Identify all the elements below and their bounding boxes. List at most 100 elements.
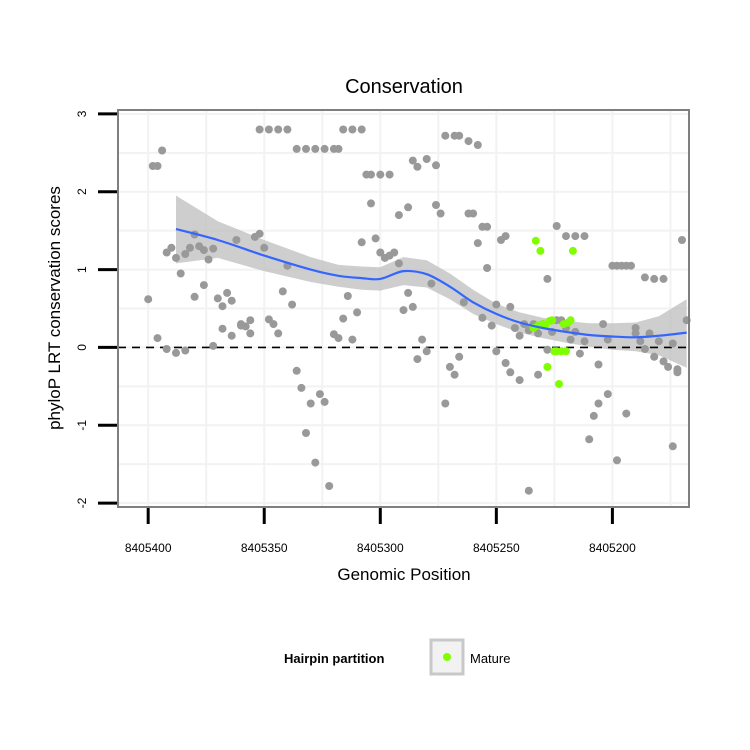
data-point-mature [531,236,540,245]
data-point-other [292,144,301,153]
data-point-other [650,274,659,283]
data-point-other [640,273,649,282]
data-point-other [339,314,348,323]
data-point-other [325,482,334,490]
data-point-other [510,324,519,332]
points-mature [529,236,577,388]
data-point-other [515,331,524,340]
data-point-other [478,313,487,322]
data-point-other [274,125,283,134]
data-point-other [172,253,180,262]
data-point-other [153,334,162,343]
legend: Hairpin partition Mature [284,638,510,676]
x-tick-label: 8405250 [473,541,520,555]
data-point-other [209,341,218,350]
data-point-other [311,144,320,153]
data-point-other [413,162,422,171]
data-point-other [176,269,185,278]
data-point-other [311,458,320,467]
data-point-other [264,125,273,134]
data-point-other [543,345,552,354]
data-point-other [357,238,366,247]
plot-border [117,109,690,508]
data-point-other [659,357,668,366]
data-point-other [543,274,552,283]
y-tick-label: 3 [75,110,89,117]
data-point-mature [562,347,570,356]
data-point-other [492,300,501,309]
data-point-other [144,295,153,304]
data-point-other [306,399,315,408]
data-point-other [422,155,431,163]
data-point-other [260,243,269,252]
data-point-other [186,243,194,252]
y-axis: -2 -1 0 1 2 3 [75,110,117,508]
data-point-other [297,383,306,392]
data-point-mature [548,316,557,325]
data-point-other [636,337,645,346]
data-point-other [436,209,445,218]
data-point-other [288,300,297,309]
data-point-other [339,125,348,134]
data-point-other [408,156,417,165]
data-point-other [255,229,264,238]
data-point-other [348,335,357,344]
data-point-other [594,399,603,408]
data-point-other [501,359,510,367]
data-point-other [367,170,375,179]
legend-key-box [429,638,465,676]
data-point-other [376,170,385,179]
data-point-mature [536,246,545,255]
data-point-other [283,125,292,134]
data-point-other [524,486,533,495]
data-point-other [190,292,199,301]
data-point-other [302,429,310,437]
data-point-other [227,296,236,305]
data-point-other [613,456,621,465]
data-point-other [315,390,324,399]
x-tick-label: 8405200 [589,541,636,555]
data-point-other [278,287,287,296]
data-point-mature [543,362,552,371]
data-point-other [162,345,171,353]
data-point-other [678,236,686,244]
data-point-other [594,360,603,369]
data-point-other [302,144,310,153]
data-point-other [575,349,584,358]
data-point-other [209,244,218,253]
x-axis-title: Genomic Position [337,565,470,584]
data-point-other [469,209,478,218]
x-tick-label: 8405400 [125,541,172,555]
data-point-other [255,125,264,134]
data-point-other [627,261,635,270]
data-point-other [404,288,413,297]
data-point-other [376,248,385,257]
data-point-other [367,199,375,208]
data-point-other [418,335,427,344]
legend-key-mature [443,653,451,661]
data-point-other [399,306,408,315]
data-point-mature [555,380,563,388]
data-point-other [404,203,413,212]
data-point-other [334,144,343,153]
legend-title: Hairpin partition [284,651,384,666]
data-point-other [218,302,227,311]
data-point-other [441,399,450,408]
data-point-other [654,337,663,346]
data-point-other [432,201,440,209]
data-point-other [501,232,510,241]
data-point-other [668,442,677,451]
data-point-other [334,334,343,343]
data-point-other [181,250,190,258]
data-point-other [455,131,464,140]
data-point-mature [566,316,575,325]
data-point-other [487,321,496,330]
data-point-other [371,234,380,243]
data-point-other [631,329,640,338]
data-point-other [413,355,422,364]
data-point-other [167,243,176,252]
data-point-mature [538,320,547,329]
data-point-other [668,339,677,348]
data-point-other [571,232,580,241]
data-point-other [172,348,180,357]
